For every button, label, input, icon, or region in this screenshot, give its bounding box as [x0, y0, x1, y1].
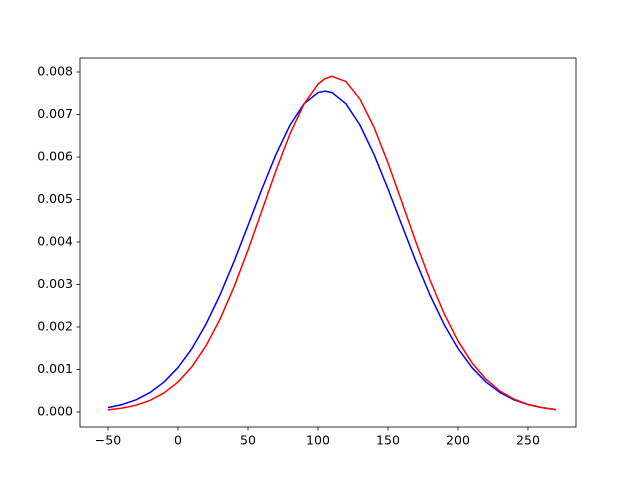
y-tick-label: 0.006 — [37, 149, 73, 164]
y-tick-label: 0.005 — [37, 191, 73, 206]
x-tick-label: 250 — [516, 433, 540, 448]
y-tick-label: 0.000 — [37, 403, 73, 418]
y-tick-label: 0.008 — [37, 64, 73, 79]
x-tick-label: 200 — [446, 433, 470, 448]
x-tick-label: −50 — [95, 433, 121, 448]
y-tick-label: 0.007 — [37, 106, 73, 121]
y-tick-label: 0.002 — [37, 319, 73, 334]
y-tick-label: 0.003 — [37, 276, 73, 291]
x-tick-label: 50 — [240, 433, 256, 448]
x-tick-label: 150 — [376, 433, 400, 448]
x-tick-label: 0 — [174, 433, 182, 448]
x-tick-label: 100 — [306, 433, 330, 448]
plot-frame — [79, 57, 577, 428]
y-tick-label: 0.004 — [37, 234, 73, 249]
line-series — [107, 75, 557, 411]
line-series — [107, 90, 557, 411]
y-tick-label: 0.001 — [37, 361, 73, 376]
